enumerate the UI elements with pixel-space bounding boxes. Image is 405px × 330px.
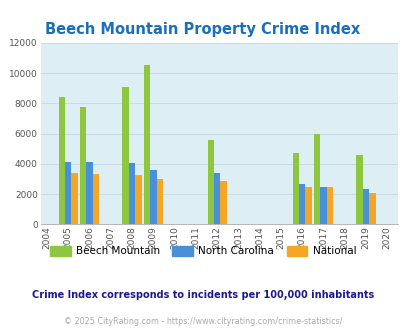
Bar — [86, 162, 92, 224]
Bar — [220, 181, 226, 224]
Bar — [313, 134, 320, 224]
Bar — [292, 153, 298, 224]
Bar — [122, 87, 128, 224]
Bar — [356, 155, 362, 224]
Bar — [65, 162, 71, 224]
Bar — [362, 189, 368, 224]
Bar — [213, 173, 220, 224]
Bar — [305, 186, 311, 224]
Bar — [143, 65, 150, 224]
Bar — [156, 179, 162, 224]
Bar — [150, 170, 156, 224]
Bar — [368, 193, 375, 224]
Bar — [135, 175, 141, 224]
Text: © 2025 CityRating.com - https://www.cityrating.com/crime-statistics/: © 2025 CityRating.com - https://www.city… — [64, 317, 341, 326]
Bar — [71, 173, 78, 224]
Text: Beech Mountain Property Crime Index: Beech Mountain Property Crime Index — [45, 22, 360, 37]
Bar — [80, 107, 86, 224]
Bar — [59, 97, 65, 224]
Bar — [207, 141, 213, 224]
Text: Crime Index corresponds to incidents per 100,000 inhabitants: Crime Index corresponds to incidents per… — [32, 290, 373, 300]
Bar — [320, 186, 326, 224]
Legend: Beech Mountain, North Carolina, National: Beech Mountain, North Carolina, National — [45, 242, 360, 260]
Bar — [92, 175, 99, 224]
Bar — [326, 187, 332, 224]
Bar — [298, 183, 305, 224]
Bar — [128, 163, 135, 224]
